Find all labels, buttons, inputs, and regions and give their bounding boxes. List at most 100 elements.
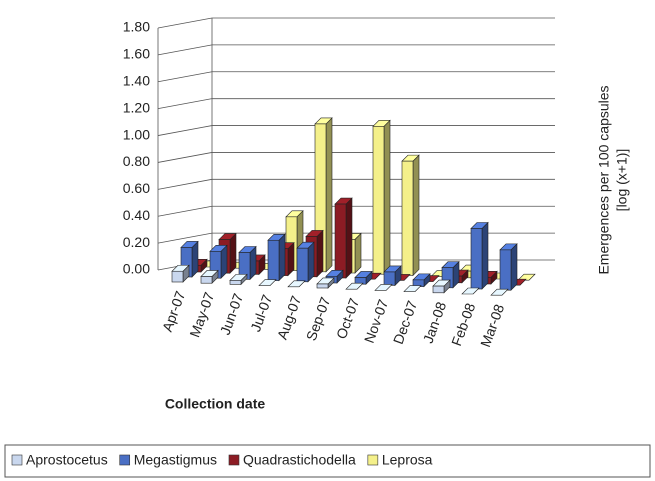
y-axis-label-line: Emergences per 100 capsules: [596, 85, 612, 274]
y-axis-label: Emergences per 100 capsules [log (x+1)]: [596, 85, 630, 274]
legend-swatch: [228, 454, 240, 466]
bar-side: [316, 229, 324, 278]
bar: [490, 288, 509, 296]
bar-front: [470, 228, 483, 290]
legend-swatch: [367, 454, 379, 466]
bar: [180, 240, 199, 278]
bar: [296, 241, 315, 283]
bar: [316, 277, 335, 289]
bar-top: [490, 288, 509, 296]
x-tick-label: Aug-07: [274, 293, 305, 341]
x-tick-label: Jul-07: [247, 292, 275, 334]
bar-front: [229, 280, 242, 285]
bar-top: [345, 282, 364, 290]
bar: [412, 273, 431, 288]
legend-swatch: [11, 454, 23, 466]
bar-front: [316, 283, 329, 289]
grid-line: [157, 17, 555, 29]
bar-top: [287, 280, 306, 288]
bar-side: [510, 243, 518, 291]
bar: [372, 119, 391, 275]
bar: [354, 270, 373, 285]
bar: [401, 154, 420, 277]
bar: [258, 279, 277, 286]
bar: [403, 285, 422, 292]
bar: [287, 280, 306, 288]
bar-side: [481, 221, 489, 290]
bar: [238, 245, 257, 281]
bar: [383, 265, 402, 287]
x-axis-label: Collection date: [165, 396, 266, 412]
y-axis-label-line: [log (x+1)]: [614, 149, 630, 212]
legend-box: [4, 444, 651, 478]
bar-side: [345, 197, 353, 279]
bar: [171, 264, 190, 283]
bar-side: [412, 154, 420, 277]
bar: [334, 197, 353, 279]
grid-line: [157, 98, 555, 110]
bar-front: [334, 203, 347, 279]
legend-label: Quadrastichodella: [243, 452, 356, 468]
bar-side: [325, 117, 333, 273]
x-tick-label: Jun-07: [217, 291, 247, 337]
x-tick-label: Sep-07: [303, 295, 334, 343]
bar-side: [307, 241, 315, 283]
grid-line: [157, 125, 555, 136]
x-tick-label: Mar-08: [477, 302, 507, 349]
y-tick-label: 1.00: [123, 126, 150, 142]
x-tick-label: Dec-07: [390, 298, 421, 346]
legend-label: Leprosa: [382, 452, 433, 468]
bar-top: [374, 284, 393, 291]
bar: [499, 243, 518, 291]
y-tick-label: 1.40: [123, 72, 150, 88]
bar-top: [403, 285, 422, 292]
bar-top: [258, 279, 277, 286]
bar: [470, 221, 489, 290]
bar-front: [383, 271, 396, 286]
y-tick-label: 0.60: [123, 180, 150, 196]
y-tick-label: 1.80: [123, 19, 150, 35]
y-tick-label: 1.60: [123, 46, 150, 62]
grid-line: [157, 152, 555, 163]
y-tick-label: 1.20: [123, 99, 150, 115]
grid-line: [157, 205, 555, 217]
bar-front: [267, 239, 280, 281]
bar-side: [354, 232, 362, 274]
bar-top: [461, 287, 480, 295]
bar: [441, 260, 460, 289]
x-tick-label: Feb-08: [448, 301, 478, 348]
bar-side: [278, 233, 286, 282]
grid-line: [157, 178, 555, 190]
x-tick-label: Oct-07: [333, 296, 362, 341]
bar-front: [499, 249, 512, 291]
bar-front: [296, 247, 309, 283]
y-tick-label: 0.00: [123, 261, 150, 277]
bar-front: [401, 160, 414, 276]
bar: [374, 284, 393, 291]
bar: [432, 279, 451, 294]
bar: [229, 273, 248, 286]
bar-front: [171, 270, 184, 283]
bar: [267, 233, 286, 282]
x-tick-label: Jan-08: [420, 299, 450, 345]
bar: [314, 117, 333, 273]
grid-line: [157, 44, 555, 56]
x-tick-label: May-07: [186, 290, 217, 340]
legend-label: Aprostocetus: [26, 452, 108, 468]
grid-line: [157, 71, 555, 83]
bar: [461, 287, 480, 295]
x-tick-label: Nov-07: [361, 297, 392, 345]
x-tick-label: Apr-07: [159, 289, 188, 334]
y-tick-label: 0.80: [123, 153, 150, 169]
bar-front: [432, 285, 445, 294]
legend-swatch: [119, 454, 131, 466]
y-tick-label: 0.40: [123, 207, 150, 223]
bar: [200, 269, 219, 284]
bar-side: [383, 119, 391, 275]
y-tick-label: 0.20: [123, 234, 150, 250]
bar: [345, 282, 364, 290]
bar: [209, 244, 228, 279]
bar-front: [372, 126, 385, 275]
legend-label: Megastigmus: [134, 452, 217, 468]
